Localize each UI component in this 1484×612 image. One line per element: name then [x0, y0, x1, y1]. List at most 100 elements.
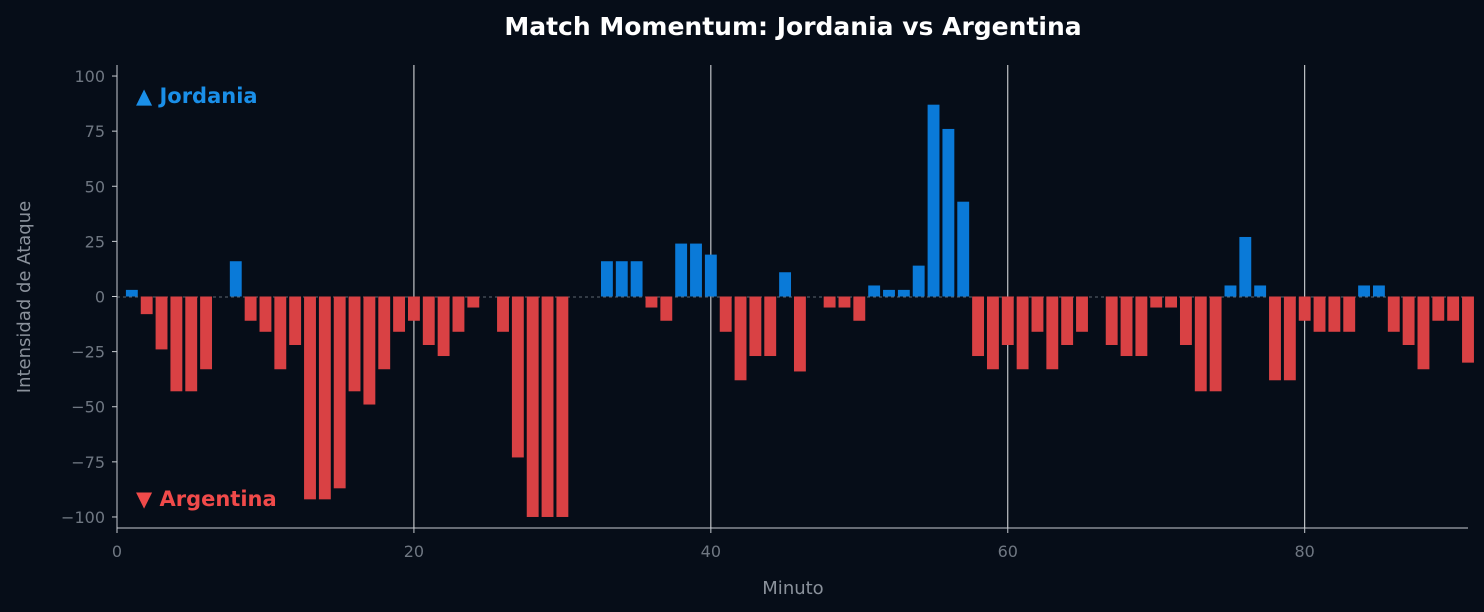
momentum-bar — [363, 296, 376, 405]
momentum-bar — [1076, 296, 1088, 332]
chart-title: Match Momentum: Jordania vs Argentina — [504, 12, 1081, 41]
momentum-bar — [1343, 296, 1356, 332]
momentum-bar — [1283, 296, 1296, 381]
momentum-bar — [511, 296, 524, 458]
momentum-bar — [734, 296, 747, 381]
momentum-bar — [541, 296, 554, 517]
momentum-bar — [289, 296, 302, 346]
momentum-bar — [467, 296, 480, 308]
y-tick-label: −75 — [71, 453, 105, 472]
momentum-bar — [942, 128, 955, 297]
momentum-bar — [1224, 285, 1237, 297]
momentum-bar — [675, 243, 688, 297]
x-axis-title: Minuto — [762, 578, 823, 599]
momentum-bar — [719, 296, 732, 332]
momentum-bar — [526, 296, 539, 517]
momentum-bar — [259, 296, 272, 332]
momentum-bar — [1269, 296, 1281, 381]
y-axis-title: Intensidad de Ataque — [14, 201, 35, 393]
x-tick-label: 40 — [701, 542, 721, 561]
momentum-bar — [1313, 296, 1326, 332]
momentum-bar — [274, 296, 287, 370]
momentum-bar — [897, 289, 910, 297]
momentum-bar — [912, 265, 925, 297]
momentum-bar — [660, 296, 673, 321]
momentum-bar — [1135, 296, 1148, 357]
momentum-bar — [883, 289, 895, 297]
momentum-bar — [1328, 296, 1341, 332]
momentum-bar — [823, 296, 836, 308]
momentum-bar — [838, 296, 851, 308]
momentum-bar — [244, 296, 257, 321]
momentum-bar — [1016, 296, 1029, 370]
momentum-bar — [1372, 285, 1385, 297]
momentum-bar — [868, 285, 881, 297]
y-tick-label: 0 — [95, 288, 105, 307]
momentum-bar — [690, 243, 702, 297]
momentum-bar — [452, 296, 465, 332]
momentum-bar — [170, 296, 183, 392]
momentum-bar — [1061, 296, 1074, 346]
momentum-bar — [140, 296, 153, 315]
momentum-bar — [378, 296, 391, 370]
momentum-bar — [125, 289, 138, 297]
momentum-bar — [764, 296, 777, 357]
y-tick-label: −25 — [71, 343, 105, 362]
momentum-bar — [1209, 296, 1222, 392]
momentum-bar — [1165, 296, 1178, 308]
momentum-bar — [1239, 236, 1252, 297]
momentum-bar — [1417, 296, 1430, 370]
momentum-bar — [318, 296, 331, 500]
y-tick-label: 25 — [85, 232, 105, 251]
momentum-bar — [1432, 296, 1445, 321]
momentum-bar — [853, 296, 866, 321]
momentum-bar — [749, 296, 762, 357]
momentum-bar — [1387, 296, 1400, 332]
momentum-bar — [615, 261, 628, 297]
x-tick-label: 60 — [998, 542, 1018, 561]
momentum-bar — [1194, 296, 1207, 392]
y-tick-label: 75 — [85, 122, 105, 141]
momentum-bar — [704, 254, 717, 297]
momentum-bar — [437, 296, 450, 357]
momentum-bar — [957, 201, 970, 297]
momentum-bar — [645, 296, 658, 308]
momentum-bar — [556, 296, 569, 517]
momentum-bar — [348, 296, 361, 392]
momentum-bar — [1150, 296, 1163, 308]
y-tick-label: −100 — [61, 508, 105, 527]
momentum-bar — [630, 261, 643, 297]
momentum-bar — [1179, 296, 1192, 346]
momentum-bar — [407, 296, 420, 321]
momentum-bar — [972, 296, 985, 357]
x-tick-label: 0 — [112, 542, 122, 561]
bars — [125, 104, 1474, 517]
momentum-bar — [1254, 285, 1267, 297]
momentum-bar — [497, 296, 509, 332]
momentum-bar — [333, 296, 346, 489]
momentum-bar — [1358, 285, 1371, 297]
momentum-bar — [1031, 296, 1044, 332]
momentum-bar — [1001, 296, 1014, 346]
momentum-bar — [1447, 296, 1460, 321]
y-tick-label: −50 — [71, 398, 105, 417]
y-axis-ticks: −100 −75 −50 −25 0 25 50 75 100 — [61, 67, 117, 527]
y-tick-label: 50 — [85, 177, 105, 196]
momentum-bar — [185, 296, 198, 392]
x-tick-label: 20 — [404, 542, 424, 561]
momentum-bar — [304, 296, 316, 500]
momentum-bar — [1046, 296, 1059, 370]
momentum-bar — [1402, 296, 1415, 346]
momentum-bar — [986, 296, 999, 370]
momentum-bar — [600, 261, 613, 297]
momentum-bar — [1120, 296, 1133, 357]
team-label-argentina: ▼ Argentina — [136, 487, 277, 511]
momentum-bar — [1462, 296, 1474, 363]
momentum-bar — [200, 296, 213, 370]
momentum-bar — [1105, 296, 1118, 346]
x-axis-ticks: 0 20 40 60 80 — [112, 528, 1315, 561]
momentum-bar — [793, 296, 806, 372]
momentum-bar — [927, 104, 940, 297]
momentum-bar — [422, 296, 435, 346]
